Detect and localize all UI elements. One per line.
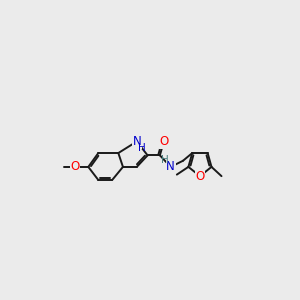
Text: O: O xyxy=(159,135,168,148)
Text: O: O xyxy=(70,160,80,173)
Text: H: H xyxy=(161,155,168,165)
Text: N: N xyxy=(132,135,141,148)
Text: H: H xyxy=(138,143,145,153)
Text: N: N xyxy=(166,160,175,173)
Text: O: O xyxy=(195,169,205,183)
